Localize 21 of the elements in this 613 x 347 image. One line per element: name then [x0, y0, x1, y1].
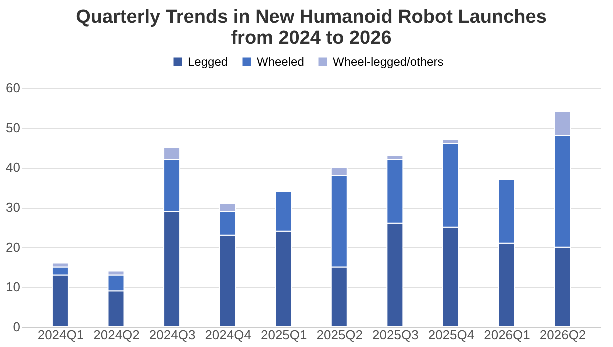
x-tick-label: 2024Q1 [38, 328, 84, 342]
x-tick-label: 2025Q2 [316, 328, 364, 342]
x-tick-label: 2024Q2 [94, 328, 140, 342]
x-tick-label: 2024Q4 [205, 328, 252, 342]
x-tick-label: 2024Q3 [149, 328, 196, 342]
x-tick-label: 2025Q3 [372, 328, 419, 342]
y-tick-label: 30 [6, 200, 20, 215]
legend-label: Wheeled [257, 55, 304, 69]
y-tick-label: 0 [13, 320, 20, 334]
y-tick-label: 50 [6, 120, 20, 136]
x-tick-label: 2026Q2 [540, 328, 586, 342]
x-tick-label: 2025Q1 [260, 328, 308, 342]
legend-label: Wheel-legged/others [333, 55, 444, 69]
legend-label: Legged [188, 55, 228, 69]
x-tick-label: 2025Q4 [428, 328, 475, 342]
chart-title: Quarterly Trends in New Humanoid Robot Launches from 2024 to 2026 [76, 7, 547, 49]
y-tick-label: 40 [6, 160, 20, 176]
y-tick-label: 10 [6, 280, 20, 295]
y-tick-label: 20 [6, 240, 20, 255]
x-tick-label: 2026Q1 [484, 328, 530, 342]
y-tick-label: 60 [6, 80, 20, 96]
